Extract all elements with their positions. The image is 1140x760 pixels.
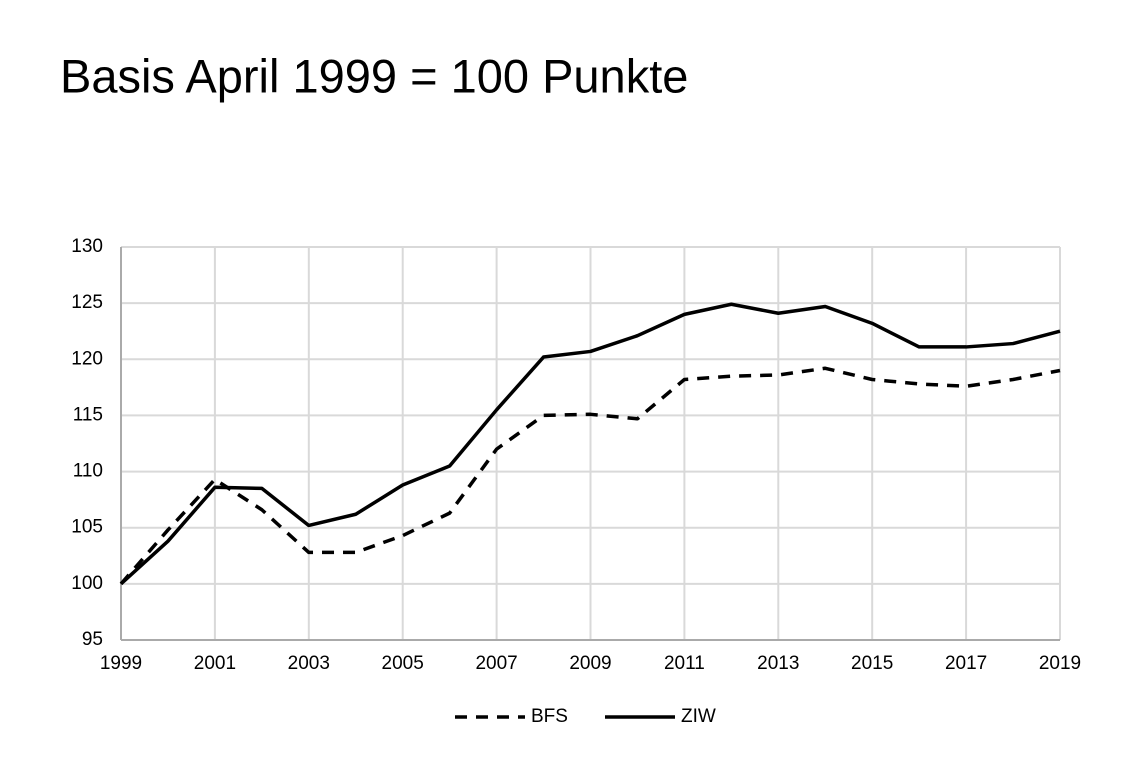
y-tick-label: 100 [71, 573, 103, 594]
x-tick-label: 2015 [851, 653, 893, 674]
x-tick-label: 2003 [288, 653, 330, 674]
x-tick-label: 2005 [382, 653, 424, 674]
y-tick-label: 130 [71, 236, 103, 257]
legend-label: ZIW [681, 706, 716, 727]
chart-title: Basis April 1999 = 100 Punkte [60, 49, 688, 102]
x-tick-label: 2019 [1039, 653, 1081, 674]
legend-label: BFS [531, 706, 568, 727]
x-tick-label: 2017 [945, 653, 987, 674]
y-tick-label: 115 [73, 404, 103, 425]
x-tick-label: 2013 [757, 653, 799, 674]
x-tick-label: 1999 [100, 653, 142, 674]
x-tick-label: 2009 [569, 653, 611, 674]
y-tick-label: 110 [73, 461, 103, 482]
line [119, 366, 1061, 586]
x-tick-label: 2011 [664, 653, 705, 674]
y-tick-label: 105 [71, 517, 103, 538]
y-tick-label: 125 [71, 292, 103, 313]
x-tick-label: 2007 [475, 653, 517, 674]
y-tick-label: 120 [71, 348, 103, 369]
y-tick-label: 95 [82, 629, 103, 650]
line [119, 302, 1061, 586]
x-tick-label: 2001 [194, 653, 236, 674]
